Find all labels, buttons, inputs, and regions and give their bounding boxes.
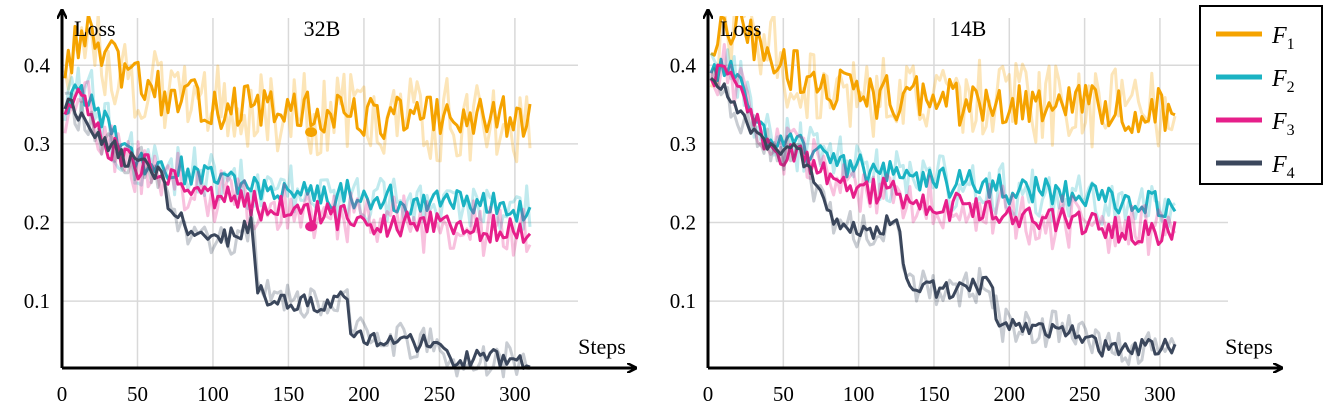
series-line-F2 [709,57,1177,219]
legend-label-sub: 3 [1287,122,1295,139]
legend-label-sub: 4 [1287,165,1295,182]
x-tick-label: 0 [703,382,714,406]
y-axis-label: Loss [74,16,116,41]
x-tick-label: 250 [1069,382,1101,406]
chart-panel-14b: 0.1 0.2 0.3 0.4 0 50 100 150 200 250 300 Loss Steps 1… [670,0,1282,406]
y-tick-label: 0.3 [670,132,696,156]
legend-label-base: F [1271,152,1287,178]
series-group [63,11,532,379]
x-tick-label: 150 [273,382,305,406]
series-band-F2 [709,48,1176,229]
x-tick-label: 150 [918,382,950,406]
series-band-F1 [709,8,1177,149]
legend-label-sub: 1 [1287,36,1295,53]
y-axis-label: Loss [720,16,762,41]
gridlines [62,18,578,368]
x-tick-label: 100 [197,382,229,406]
x-tick-label: 50 [127,382,148,406]
series-band-F4 [709,67,1177,366]
series-band-F2 [63,66,532,231]
x-tick-label: 300 [1144,382,1176,406]
y-tick-label: 0.4 [24,53,51,77]
y-tick-label: 0.1 [24,289,50,313]
x-tick-label: 200 [348,382,380,406]
x-tick-label: 0 [57,382,68,406]
chart-panel-32b: 0.1 0.2 0.3 0.4 0 50 100 150 200 250 300 Loss Steps 3… [24,0,636,406]
series-line-F3 [709,63,1177,246]
series-line-F1 [710,9,1176,134]
series-line-F1 [63,13,532,140]
legend-label-base: F [1271,23,1287,49]
x-tick-label: 50 [773,382,794,406]
chart-title: 32B [304,16,341,41]
y-tick-label: 0.4 [670,53,697,77]
chart-title: 14B [950,16,987,41]
x-axis-label: Steps [1225,334,1273,359]
y-tick-label: 0.2 [24,211,50,235]
y-tick-label: 0.1 [670,289,696,313]
x-tick-label: 300 [499,382,531,406]
legend-label: F2 [1271,66,1295,96]
x-axis-label: Steps [578,334,626,359]
legend-label-base: F [1271,109,1287,135]
y-tick-label: 0.3 [24,132,50,156]
x-tick-label: 250 [424,382,456,406]
annotation-dot [305,221,318,232]
annotation-dot [305,127,318,138]
y-tick-label: 0.2 [670,211,696,235]
x-tick-label: 100 [843,382,875,406]
top-mask [64,0,580,16]
legend-label: F4 [1271,152,1295,182]
x-tick-label: 200 [994,382,1026,406]
legend-label-sub: 2 [1287,79,1295,96]
series-line-F3 [63,87,532,244]
legend-label: F3 [1271,109,1295,139]
legend-label-base: F [1271,66,1287,92]
series-line-F4 [63,97,531,370]
legend-label: F1 [1271,23,1295,53]
series-line-F4 [710,76,1177,358]
series-band-F1 [63,11,532,164]
series-group [709,8,1177,366]
top-mask [710,0,1230,16]
